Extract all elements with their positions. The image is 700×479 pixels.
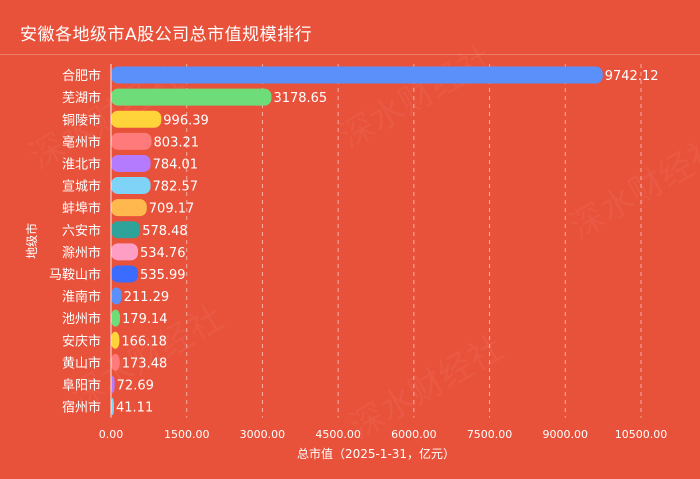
bar — [111, 309, 121, 327]
category-label: 黄山市 — [62, 355, 101, 371]
category-label: 淮南市 — [62, 289, 101, 305]
x-tick-labels: 0.00 1500.00 3000.00 4500.00 6000.00 7500.00 9… — [99, 428, 668, 441]
category-label: 滁州市 — [62, 245, 101, 261]
category-label: 马鞍山市 — [49, 267, 101, 283]
value-label: 72.69 — [117, 378, 154, 393]
category-label: 六安市 — [62, 223, 101, 239]
category-label: 芜湖市 — [62, 90, 101, 106]
category-label: 蚌埠市 — [62, 201, 101, 217]
chart-title: 安徽各地级市A股公司总市值规模排行 — [20, 25, 313, 45]
value-label: 996.39 — [163, 113, 209, 128]
bar — [111, 353, 120, 371]
category-label: 亳州市 — [62, 134, 101, 150]
value-label: 578.48 — [142, 224, 188, 239]
category-label: 池州市 — [62, 311, 101, 327]
bar — [111, 177, 151, 195]
bar — [111, 88, 272, 106]
value-label: 3178.65 — [273, 91, 327, 106]
x-tick-label: 7500.00 — [467, 428, 513, 441]
value-label: 41.11 — [116, 401, 153, 416]
grid-lines — [186, 64, 642, 418]
category-label: 铜陵市 — [62, 112, 101, 128]
bar — [111, 221, 141, 239]
bars — [111, 66, 603, 416]
x-axis-label: 总市值（2025-1-31，亿元） — [297, 446, 455, 461]
value-label: 709.17 — [149, 202, 195, 217]
bar — [111, 132, 152, 150]
value-label: 179.14 — [122, 312, 167, 327]
category-label: 淮北市 — [62, 156, 101, 172]
value-label: 173.48 — [122, 356, 168, 371]
title-divider — [0, 54, 700, 55]
y-axis-label: 地级市 — [24, 223, 39, 259]
x-tick-label: 4500.00 — [315, 428, 361, 441]
value-label: 803.21 — [154, 135, 200, 150]
value-label: 534.76 — [140, 246, 186, 261]
x-tick-label: 6000.00 — [391, 428, 437, 441]
x-tick-label: 1500.00 — [164, 428, 210, 441]
bar — [111, 265, 139, 283]
bar — [111, 243, 138, 261]
bar — [111, 331, 120, 349]
category-label: 宣城市 — [62, 179, 101, 195]
category-labels: 合肥市芜湖市铜陵市亳州市淮北市宣城市蚌埠市六安市滁州市马鞍山市淮南市池州市安庆市… — [49, 68, 101, 416]
value-label: 535.99 — [140, 268, 186, 283]
category-label: 安庆市 — [62, 333, 101, 349]
value-label: 782.57 — [153, 180, 199, 195]
category-label: 宿州市 — [62, 400, 101, 416]
value-label: 166.18 — [121, 334, 166, 349]
x-tick-label: 9000.00 — [543, 428, 589, 441]
category-label: 合肥市 — [62, 68, 101, 84]
x-tick-label: 10500.00 — [615, 428, 668, 441]
bar — [111, 398, 114, 416]
x-tick-label: 3000.00 — [240, 428, 286, 441]
bar — [111, 154, 151, 172]
value-label: 9742.12 — [605, 69, 659, 84]
bar — [111, 287, 122, 305]
x-tick-label: 0.00 — [99, 428, 124, 441]
bar — [111, 66, 603, 84]
value-label: 784.01 — [153, 157, 199, 172]
bar — [111, 375, 115, 393]
value-label: 211.29 — [124, 290, 170, 305]
bar — [111, 110, 162, 128]
category-label: 阜阳市 — [62, 377, 101, 393]
bar — [111, 199, 147, 217]
value-labels: 9742.12 3178.65 996.39 803.21 784.01 782.57 70… — [116, 69, 659, 416]
